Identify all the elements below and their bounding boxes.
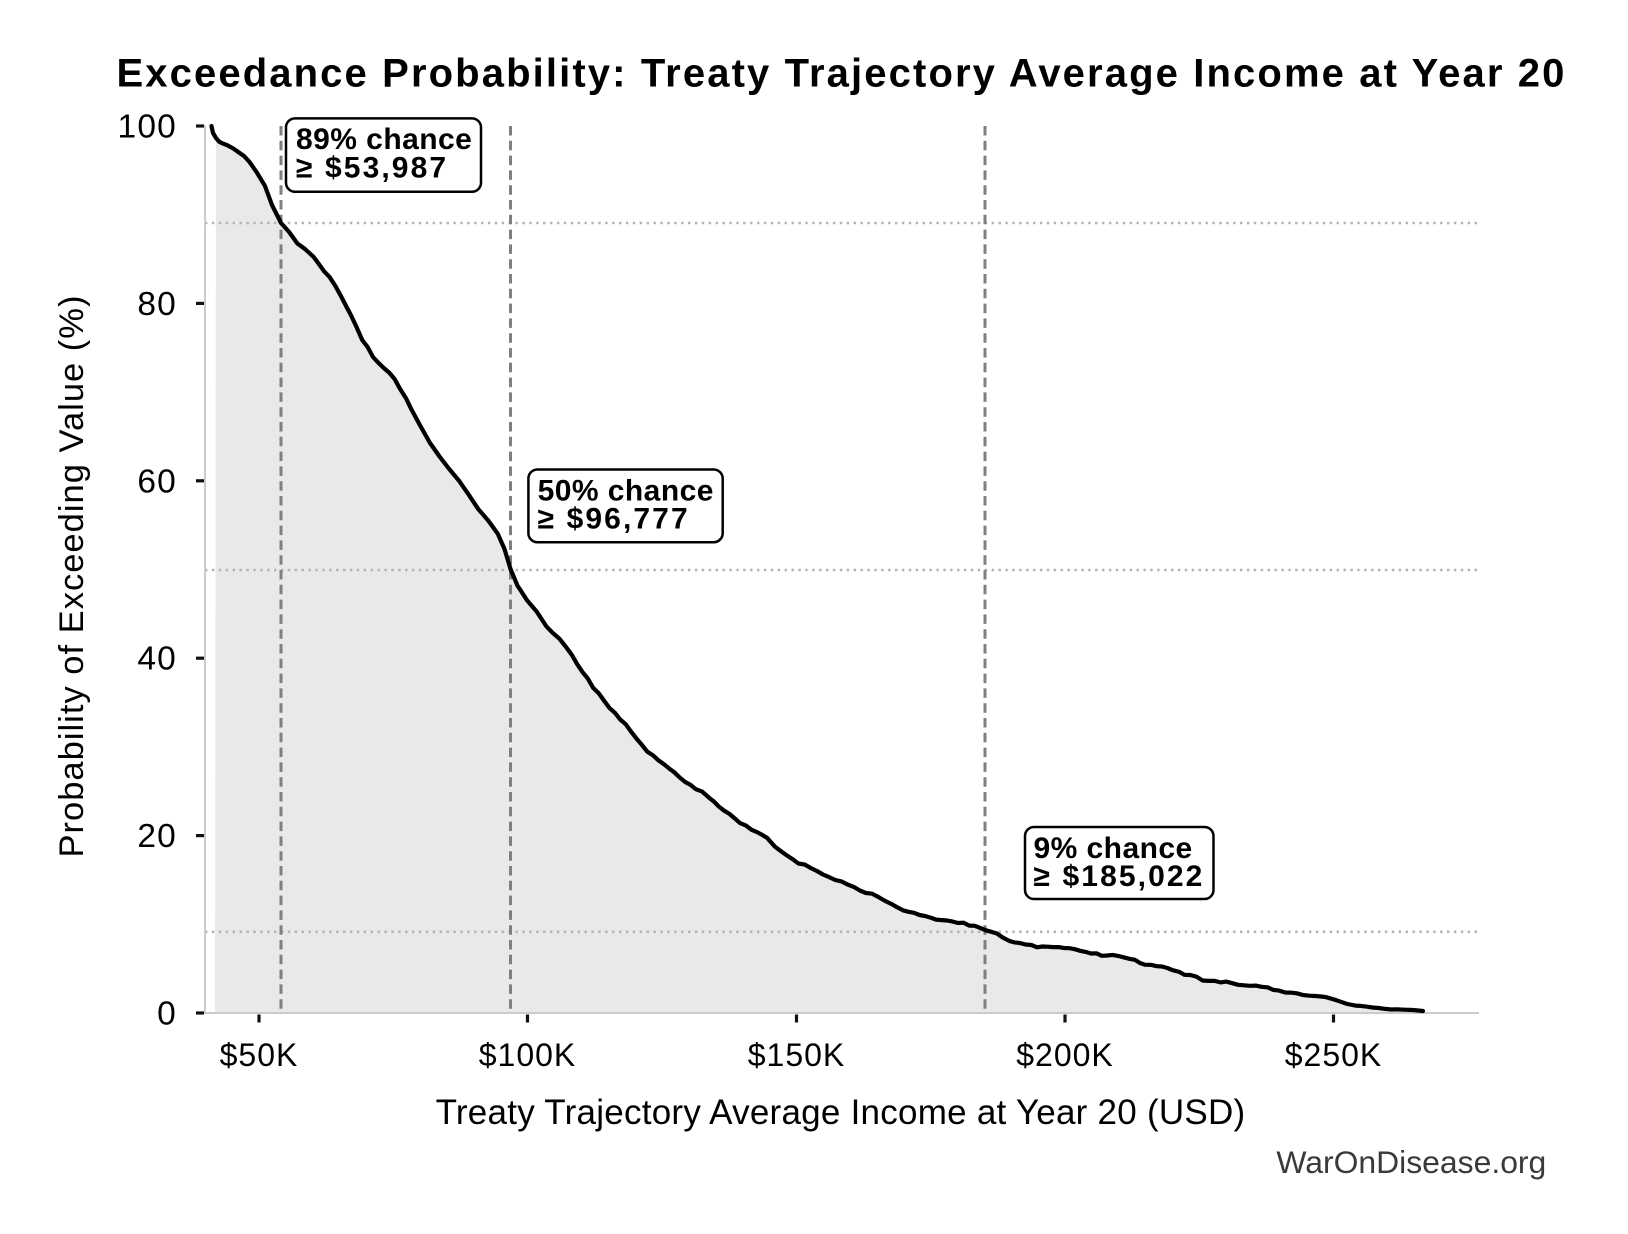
svg-text:$100K: $100K bbox=[479, 1037, 577, 1073]
svg-text:$50K: $50K bbox=[220, 1037, 299, 1073]
svg-text:9% chance: 9% chance bbox=[1034, 832, 1193, 865]
svg-text:60: 60 bbox=[137, 463, 177, 500]
svg-text:≥ $185,022: ≥ $185,022 bbox=[1034, 860, 1205, 893]
svg-text:80: 80 bbox=[137, 286, 177, 323]
svg-text:0: 0 bbox=[157, 996, 177, 1033]
svg-text:$250K: $250K bbox=[1285, 1037, 1383, 1073]
svg-text:100: 100 bbox=[118, 109, 178, 146]
svg-text:WarOnDisease.org: WarOnDisease.org bbox=[1276, 1144, 1546, 1180]
svg-text:Treaty Trajectory Average Inco: Treaty Trajectory Average Income at Year… bbox=[436, 1093, 1246, 1132]
svg-text:≥ $96,777: ≥ $96,777 bbox=[538, 503, 690, 536]
svg-text:40: 40 bbox=[137, 641, 177, 678]
svg-text:Exceedance Probability: Treaty: Exceedance Probability: Treaty Trajector… bbox=[116, 52, 1566, 96]
svg-text:Probability of Exceeding Value: Probability of Exceeding Value (%) bbox=[53, 295, 91, 858]
svg-text:89% chance: 89% chance bbox=[296, 123, 472, 156]
svg-text:≥ $53,987: ≥ $53,987 bbox=[296, 152, 448, 185]
svg-text:$200K: $200K bbox=[1016, 1037, 1114, 1073]
svg-text:$150K: $150K bbox=[748, 1037, 846, 1073]
svg-text:50% chance: 50% chance bbox=[538, 474, 714, 507]
svg-text:20: 20 bbox=[137, 818, 177, 855]
